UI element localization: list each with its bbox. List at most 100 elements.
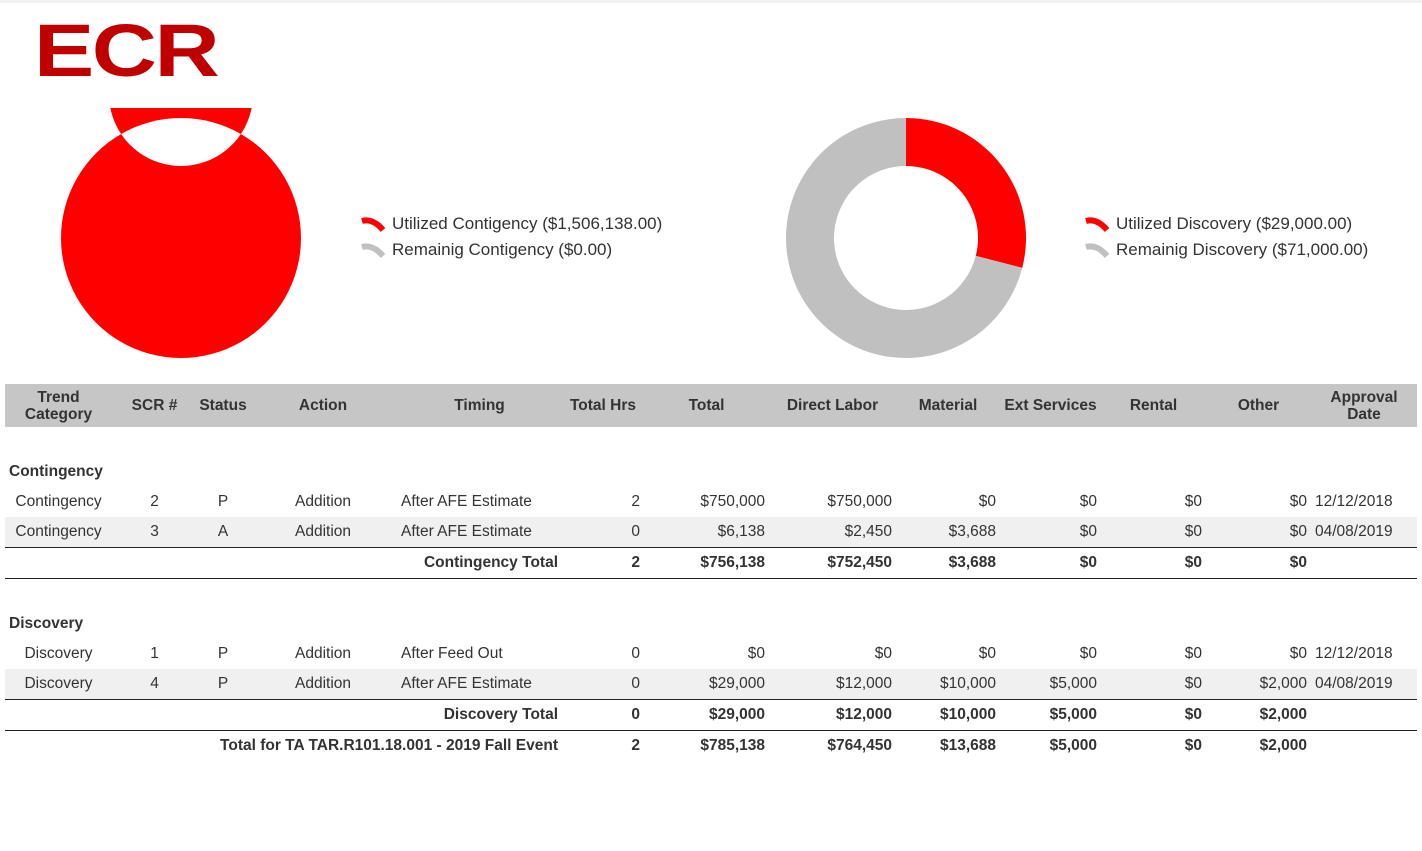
cell-direct-labor: $750,000: [827, 493, 892, 510]
cell-total-hrs: 2: [631, 493, 640, 510]
cell-status: P: [217, 645, 229, 662]
col-header-timing: Timing: [397, 384, 562, 427]
cell-material: $13,688: [896, 730, 1000, 761]
cell-timing: After Feed Out: [401, 645, 503, 662]
cell-total-hrs: 0: [562, 669, 644, 700]
cell-status: P: [217, 493, 229, 510]
cell-direct-labor: $764,450: [769, 730, 896, 761]
legend-item-utilized-contingency: Utilized Contigency ($1,506,138.00): [361, 211, 662, 237]
cell-action: Addition: [294, 645, 351, 662]
cell-total: $29,000: [644, 699, 769, 731]
legend-item-utilized-discovery: Utilized Discovery ($29,000.00): [1085, 211, 1368, 237]
cell-approval-date: 04/08/2019: [1311, 669, 1417, 700]
ecr-report-table: Trend Category SCR # Status Action Timin…: [5, 384, 1417, 761]
col-header-scr: SCR #: [112, 384, 197, 427]
cell-timing: After AFE Estimate: [397, 517, 562, 548]
cell-timing: After AFE Estimate: [397, 669, 562, 700]
cell-material: $3,688: [896, 547, 1000, 579]
subtotal-suffix: Total: [522, 706, 558, 723]
table-row: Discovery 1 P Addition After Feed Out 0 …: [5, 639, 1417, 669]
subtotal-label: Contingency Total: [5, 547, 562, 579]
group-title: Contingency: [9, 463, 103, 480]
cell-rental: $0: [1101, 699, 1206, 731]
cell-scr: 4: [112, 669, 197, 700]
discovery-donut-chart: [786, 118, 1026, 358]
legend-swatch-red-icon: [1085, 216, 1109, 232]
subtotal-label: Discovery Total: [5, 699, 562, 731]
cell-rental: $0: [1184, 645, 1202, 662]
table-row: Contingency 2 P Addition After AFE Estim…: [5, 487, 1417, 517]
cell-total-hrs: 0: [562, 699, 644, 731]
legend-item-remaining-contingency: Remainig Contigency ($0.00): [361, 237, 662, 263]
cell-material: $10,000: [896, 669, 1000, 700]
cell-ext-services: $5,000: [1000, 699, 1101, 731]
col-header-status: Status: [197, 384, 249, 427]
cell-category: Contingency: [15, 493, 102, 510]
cell-scr: 1: [150, 645, 159, 662]
cell-scr: 2: [150, 493, 159, 510]
subtotal-suffix: Total: [522, 554, 558, 571]
cell-direct-labor: $752,450: [769, 547, 896, 579]
col-header-rental: Rental: [1101, 384, 1206, 427]
cell-total: $29,000: [644, 669, 769, 700]
cell-rental: $0: [1101, 547, 1206, 579]
legend-label: Utilized Contigency ($1,506,138.00): [392, 214, 663, 233]
cell-material: $0: [978, 645, 996, 662]
cell-material: $0: [978, 493, 996, 510]
cell-total: $785,138: [644, 730, 769, 761]
discovery-total-row: Discovery Total 0 $29,000 $12,000 $10,00…: [5, 699, 1417, 731]
donut-slice-remaining: [786, 118, 1023, 358]
cell-ext-services: $0: [1000, 547, 1101, 579]
legend-item-remaining-discovery: Remainig Discovery ($71,000.00): [1085, 237, 1368, 263]
legend-label: Remainig Discovery ($71,000.00): [1116, 240, 1369, 259]
table-header-row: Trend Category SCR # Status Action Timin…: [5, 384, 1417, 427]
col-header-material: Material: [896, 384, 1000, 427]
cell-scr: 3: [112, 517, 197, 548]
table-row: Contingency 3 A Addition After AFE Estim…: [5, 517, 1417, 548]
legend-label: Remainig Contigency ($0.00): [392, 240, 613, 259]
cell-action: Addition: [249, 669, 397, 700]
legend-label: Utilized Discovery ($29,000.00): [1116, 214, 1353, 233]
cell-total: $756,138: [644, 547, 769, 579]
table-row: Discovery 4 P Addition After AFE Estimat…: [5, 669, 1417, 700]
cell-other: $0: [1206, 517, 1311, 548]
donut-slice-utilized: [61, 108, 301, 358]
cell-action: Addition: [249, 517, 397, 548]
cell-approval-date: 12/12/2018: [1315, 493, 1393, 510]
cell-ext-services: $5,000: [1000, 730, 1101, 761]
cell-category: Discovery: [5, 669, 112, 700]
grand-total-event: TAR.R101.18.001 - 2019 Fall Event: [308, 737, 558, 754]
legend-swatch-gray-icon: [1085, 242, 1109, 258]
cell-total-hrs: 0: [631, 645, 640, 662]
cell-rental: $0: [1101, 669, 1206, 700]
cell-timing: After AFE Estimate: [401, 493, 532, 510]
col-header-approval-date: Approval Date: [1311, 384, 1417, 427]
grand-total-row: Total for TA TAR.R101.18.001 - 2019 Fall…: [5, 730, 1417, 761]
cell-other: $0: [1289, 645, 1307, 662]
col-header-direct-labor: Direct Labor: [769, 384, 896, 427]
cell-other: $0: [1206, 547, 1311, 579]
discovery-legend: Utilized Discovery ($29,000.00) Remainig…: [1085, 211, 1368, 263]
col-header-ext-services: Ext Services: [1000, 384, 1101, 427]
contingency-legend: Utilized Contigency ($1,506,138.00) Rema…: [361, 211, 662, 263]
subtotal-group-name: Discovery: [443, 706, 518, 723]
cell-other: $2,000: [1206, 699, 1311, 731]
subtotal-group-name: Contingency: [423, 554, 518, 571]
group-header-contingency: Contingency: [5, 457, 1417, 487]
cell-material: $10,000: [896, 699, 1000, 731]
col-header-trend-category: Trend Category: [5, 384, 112, 427]
cell-direct-labor: $2,450: [769, 517, 896, 548]
top-border: [0, 0, 1422, 3]
group-title: Discovery: [9, 615, 84, 632]
cell-ext-services: $0: [1000, 517, 1101, 548]
cell-approval-date: 04/08/2019: [1311, 517, 1417, 548]
cell-direct-labor: $12,000: [769, 699, 896, 731]
group-header-discovery: Discovery: [5, 609, 1417, 639]
cell-ext-services: $0: [1079, 493, 1097, 510]
cell-rental: $0: [1101, 730, 1206, 761]
contingency-donut-chart: [61, 108, 301, 358]
cell-rental: $0: [1101, 517, 1206, 548]
contingency-total-row: Contingency Total 2 $756,138 $752,450 $3…: [5, 547, 1417, 579]
cell-total-hrs: 0: [562, 517, 644, 548]
legend-swatch-red-icon: [361, 216, 385, 232]
